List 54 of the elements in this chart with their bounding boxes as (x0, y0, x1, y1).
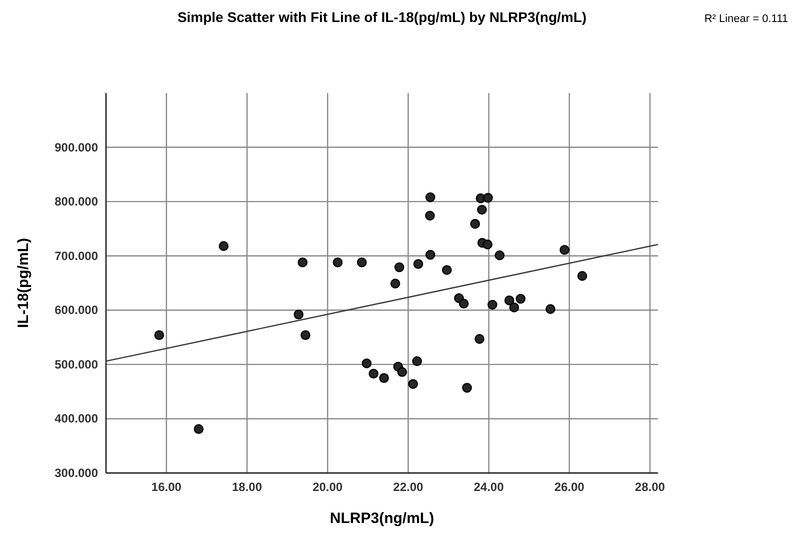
y-tick-label: 300.000 (54, 466, 98, 480)
point (474, 334, 484, 344)
point (390, 278, 400, 288)
text: R² Linear = 0.111 (704, 13, 788, 25)
point (154, 330, 164, 340)
point (379, 373, 389, 383)
point (470, 218, 480, 229)
y-axis-title: IL-18(pg/mL) (15, 238, 32, 328)
point (442, 265, 452, 275)
point (546, 304, 556, 314)
point (408, 379, 418, 389)
point (560, 244, 570, 255)
x-tick-label: 26.00 (554, 480, 585, 494)
point (488, 300, 498, 310)
x-axis-title: NLRP3(ng/mL) (330, 510, 434, 527)
point (397, 367, 408, 377)
point (332, 257, 343, 268)
x-tick-label: 22.00 (393, 480, 424, 494)
point (412, 356, 422, 366)
point (425, 192, 436, 202)
point (362, 358, 372, 368)
point (194, 424, 204, 434)
point (577, 271, 588, 281)
x-tick-label: 16.00 (151, 480, 182, 494)
x-tick-label: 24.00 (474, 480, 504, 494)
point (300, 330, 310, 340)
point (368, 368, 378, 379)
point (218, 241, 229, 251)
point (458, 298, 469, 309)
y-tick-label: 600.000 (54, 303, 98, 318)
point (494, 250, 505, 260)
point (483, 192, 493, 203)
y-tick-label: 700.000 (54, 248, 98, 263)
x-tick-label: 20.00 (312, 480, 343, 494)
x-tick-label: 28.00 (634, 480, 666, 494)
point (504, 295, 514, 306)
point (294, 310, 304, 320)
point (413, 259, 424, 269)
point (425, 250, 436, 260)
y-tick-label: 900.000 (54, 140, 98, 154)
x-tick-label: 18.00 (232, 480, 262, 494)
point (425, 210, 435, 221)
y-tick-label: 400.000 (54, 412, 98, 426)
chart-title: Simple Scatter with Fit Line of IL-18(pg/mL) by NLRP3(ng/mL) (177, 9, 587, 25)
point (462, 382, 472, 393)
point (482, 240, 492, 250)
y-tick-label: 800.000 (54, 194, 98, 209)
point (509, 302, 520, 312)
point (477, 204, 487, 215)
point (394, 262, 404, 272)
point (298, 257, 308, 268)
y-tick-label: 500.000 (54, 357, 98, 372)
point (516, 294, 526, 304)
point (356, 257, 367, 268)
